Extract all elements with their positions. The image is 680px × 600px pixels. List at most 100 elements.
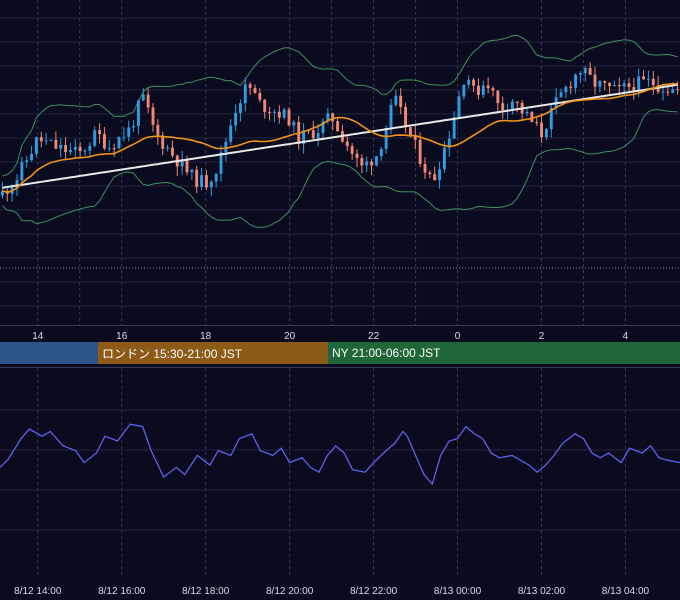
candle-body — [404, 106, 408, 128]
candle-body — [413, 135, 417, 140]
session-bar-tokyo — [0, 342, 98, 364]
candle-body — [472, 79, 476, 86]
candle-body — [603, 81, 607, 83]
candle-body — [180, 159, 184, 167]
candle-body — [49, 139, 53, 141]
candle-body — [30, 154, 34, 161]
candle-body — [326, 113, 330, 122]
osc-x-tick-label: 8/12 20:00 — [266, 586, 314, 597]
candle-body — [442, 147, 446, 170]
osc-x-tick-label: 8/12 22:00 — [350, 586, 398, 597]
candle-body — [25, 160, 29, 163]
oscillator-panel[interactable] — [0, 423, 680, 486]
osc-x-tick-label: 8/13 00:00 — [434, 586, 482, 597]
candle-body — [379, 149, 383, 157]
candle-body — [535, 122, 539, 124]
candle-body — [146, 94, 150, 108]
candle-body — [321, 121, 325, 134]
candle-body — [632, 87, 636, 92]
candle-body — [93, 130, 97, 146]
candle-body — [438, 169, 442, 181]
candle-body — [676, 89, 680, 91]
candle-body — [637, 76, 641, 92]
candle-body — [399, 95, 403, 107]
candle-body — [195, 169, 199, 187]
candle-body — [302, 130, 306, 145]
candle-body — [166, 147, 170, 149]
candle-body — [248, 84, 252, 88]
candle-body — [476, 85, 480, 95]
candle-body — [365, 161, 369, 166]
candle-body — [331, 113, 335, 122]
candle-body — [515, 101, 519, 103]
candle-body — [491, 88, 495, 91]
candle-body — [462, 84, 466, 97]
candle-body — [564, 86, 568, 93]
candle-body — [350, 146, 354, 154]
price-x-tick-label: 0 — [455, 331, 461, 342]
candle-body — [234, 112, 238, 126]
candle-body — [107, 148, 111, 150]
candle-body — [282, 109, 286, 118]
candle-body — [132, 125, 136, 128]
candle-body — [496, 90, 500, 104]
candle-body — [467, 79, 471, 85]
candle-body — [622, 83, 626, 87]
bollinger-lower-line — [2, 109, 678, 228]
candle-body — [141, 94, 145, 101]
candle-body — [98, 130, 102, 135]
candle-body — [360, 158, 364, 166]
candle-body — [54, 139, 58, 149]
price-x-tick-label: 2 — [539, 331, 545, 342]
candle-body — [122, 136, 126, 138]
candle-body — [530, 111, 534, 123]
candle-body — [185, 159, 189, 173]
candle-body — [127, 127, 131, 137]
osc-x-tick-label: 8/13 04:00 — [602, 586, 650, 597]
candle-body — [345, 141, 349, 147]
candle-body — [136, 100, 140, 126]
candle-body — [263, 99, 267, 112]
candle-body — [102, 134, 106, 149]
candle-body — [486, 85, 490, 89]
price-panel[interactable] — [0, 34, 680, 228]
candle-body — [15, 180, 19, 188]
candle-body — [447, 138, 451, 148]
candle-body — [243, 84, 247, 104]
candle-body — [268, 111, 272, 113]
candle-body — [272, 111, 276, 113]
candle-body — [117, 136, 121, 149]
candle-body — [287, 109, 291, 126]
candle-body — [34, 137, 38, 155]
candle-body — [253, 87, 257, 93]
candle-body — [83, 150, 87, 152]
candle-body — [389, 104, 393, 128]
session-bar-london: ロンドン 15:30-21:00 JST — [98, 342, 328, 364]
candle-body — [170, 147, 174, 156]
candle-body — [510, 101, 514, 110]
candle-body — [666, 91, 670, 93]
candle-body — [204, 175, 208, 188]
candle-body — [219, 152, 223, 174]
candle-body — [0, 190, 4, 196]
candle-body — [214, 173, 218, 182]
candle-body — [598, 81, 602, 87]
moving-average-long-line — [2, 83, 678, 189]
candle-body — [68, 149, 72, 153]
candle-body — [64, 144, 68, 153]
candle-body — [671, 89, 675, 93]
candle-body — [549, 107, 553, 130]
price-x-tick-label: 14 — [32, 331, 44, 342]
candle-body — [370, 161, 374, 166]
candle-body — [408, 127, 412, 136]
candle-body — [428, 172, 432, 175]
moving-average-short-line — [2, 82, 678, 194]
session-label-ny: NY 21:00-06:00 JST — [332, 346, 441, 360]
candle-body — [88, 145, 92, 151]
bollinger-upper-line — [2, 34, 678, 177]
candle-body — [44, 140, 48, 142]
candle-body — [316, 133, 320, 139]
candle-body — [418, 139, 422, 164]
